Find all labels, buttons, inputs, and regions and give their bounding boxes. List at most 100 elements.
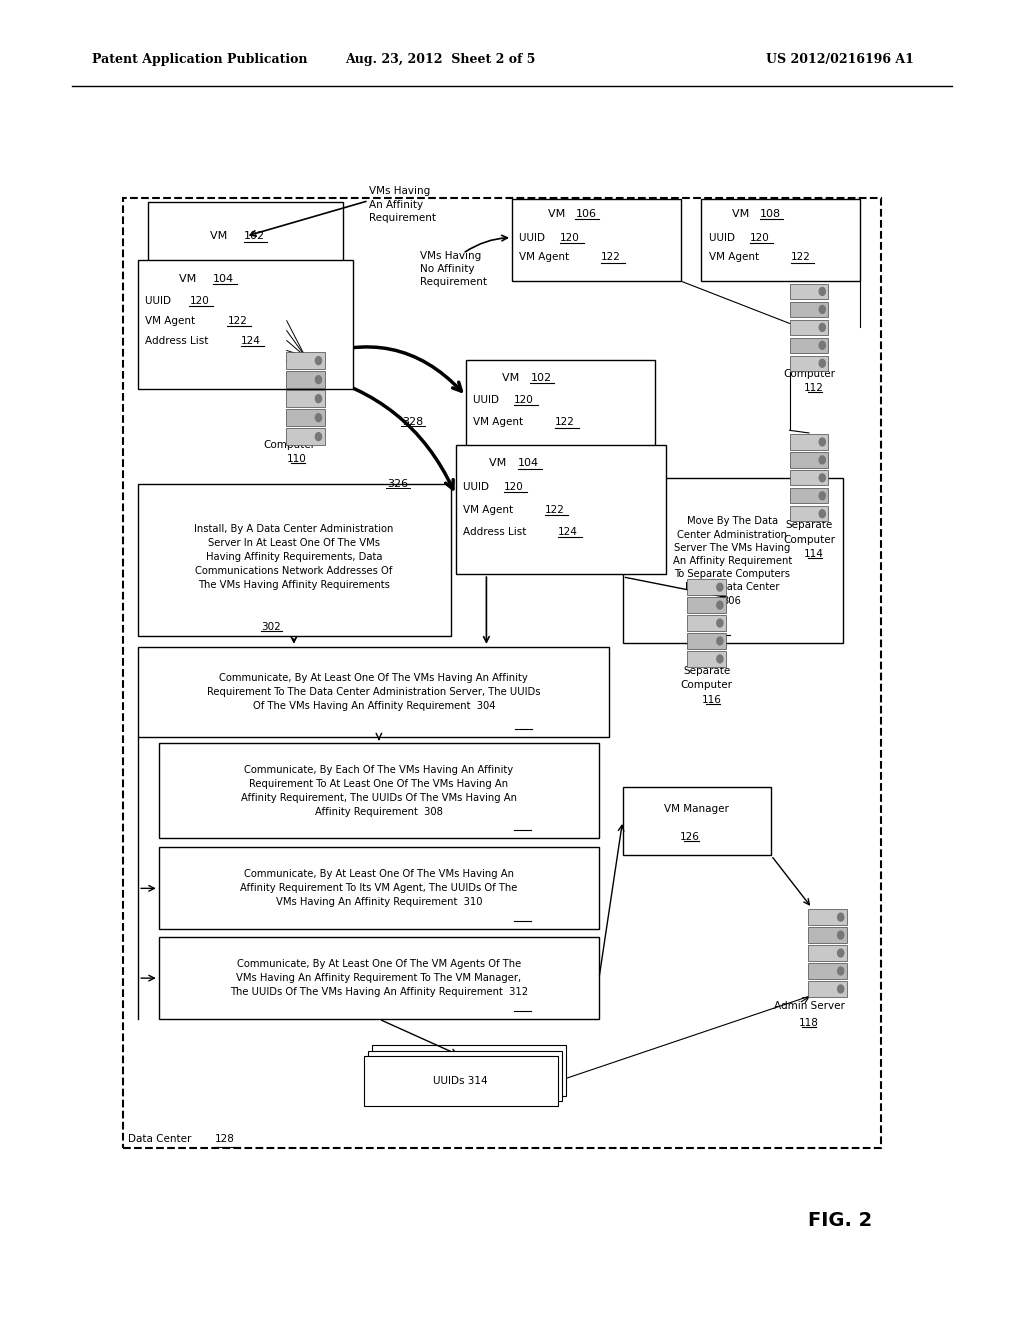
Text: Install, By A Data Center Administration
Server In At Least One Of The VMs
Havin: Install, By A Data Center Administration… (195, 524, 393, 590)
Text: 118: 118 (799, 1018, 819, 1028)
Bar (687, 651, 726, 667)
FancyBboxPatch shape (138, 647, 609, 737)
Text: Communicate, By At Least One Of The VM Agents Of The
VMs Having An Affinity Requ: Communicate, By At Least One Of The VM A… (229, 960, 528, 997)
Bar (687, 579, 726, 595)
Circle shape (838, 913, 844, 921)
Text: UUID: UUID (145, 296, 178, 306)
FancyBboxPatch shape (623, 787, 771, 855)
Bar (790, 506, 828, 521)
Text: Separate: Separate (683, 665, 730, 676)
Bar (808, 964, 847, 978)
Bar (687, 634, 726, 648)
Circle shape (717, 619, 723, 627)
Text: 124: 124 (241, 335, 260, 346)
Text: VM Agent: VM Agent (519, 252, 575, 263)
Circle shape (838, 968, 844, 975)
Text: 120: 120 (560, 232, 580, 243)
Text: 124: 124 (558, 527, 578, 537)
Text: UUID: UUID (519, 232, 552, 243)
Text: VM Agent: VM Agent (463, 504, 519, 515)
Bar (808, 928, 847, 942)
Text: 106: 106 (575, 209, 597, 219)
Text: Computer: Computer (264, 440, 315, 450)
Text: US 2012/0216196 A1: US 2012/0216196 A1 (766, 53, 913, 66)
Bar (808, 909, 847, 925)
Text: 122: 122 (601, 252, 621, 263)
Bar (808, 945, 847, 961)
FancyBboxPatch shape (701, 199, 860, 281)
Text: VM: VM (502, 372, 526, 383)
FancyBboxPatch shape (159, 743, 599, 838)
Text: Communicate, By At Least One Of The VMs Having An
Affinity Requirement To Its VM: Communicate, By At Least One Of The VMs … (241, 870, 517, 907)
FancyBboxPatch shape (148, 202, 343, 271)
Bar (286, 371, 325, 388)
Bar (790, 434, 828, 450)
Bar (687, 598, 726, 612)
Circle shape (717, 583, 723, 591)
Text: VM Agent: VM Agent (709, 252, 765, 263)
Text: 328: 328 (402, 417, 423, 428)
Circle shape (315, 356, 322, 364)
FancyBboxPatch shape (466, 360, 655, 459)
Text: VMs Having
No Affinity
Requirement: VMs Having No Affinity Requirement (420, 251, 486, 288)
Text: Address List: Address List (145, 335, 215, 346)
Circle shape (838, 985, 844, 993)
Bar (286, 352, 325, 368)
Bar (286, 429, 325, 445)
Bar (790, 355, 828, 371)
Circle shape (819, 305, 825, 313)
FancyBboxPatch shape (159, 937, 599, 1019)
Circle shape (819, 438, 825, 446)
Bar (286, 391, 325, 407)
Circle shape (819, 474, 825, 482)
FancyBboxPatch shape (159, 847, 599, 929)
Text: 110: 110 (287, 454, 307, 465)
Bar (790, 488, 828, 503)
Text: 122: 122 (791, 252, 810, 263)
Circle shape (819, 492, 825, 500)
Circle shape (819, 359, 825, 367)
Text: 114: 114 (804, 549, 824, 560)
Text: Communicate, By Each Of The VMs Having An Affinity
Requirement To At Least One O: Communicate, By Each Of The VMs Having A… (241, 764, 517, 817)
Text: UUID: UUID (473, 395, 506, 405)
FancyBboxPatch shape (512, 199, 681, 281)
FancyBboxPatch shape (456, 445, 666, 574)
Bar (790, 302, 828, 317)
Bar (808, 981, 847, 997)
Circle shape (717, 601, 723, 609)
Circle shape (315, 395, 322, 403)
Text: 128: 128 (215, 1134, 234, 1144)
Text: UUID: UUID (463, 482, 496, 492)
Circle shape (717, 655, 723, 663)
Text: Aug. 23, 2012  Sheet 2 of 5: Aug. 23, 2012 Sheet 2 of 5 (345, 53, 536, 66)
FancyBboxPatch shape (623, 478, 843, 643)
Text: VM: VM (179, 273, 204, 284)
Text: 120: 120 (750, 232, 769, 243)
Text: VM: VM (732, 209, 757, 219)
FancyBboxPatch shape (138, 260, 353, 389)
Text: Patent Application Publication: Patent Application Publication (92, 53, 307, 66)
Circle shape (838, 931, 844, 939)
Bar (790, 284, 828, 300)
Text: Computer: Computer (681, 680, 732, 690)
Text: Admin Server: Admin Server (773, 1001, 845, 1011)
Text: 120: 120 (504, 482, 523, 492)
Text: Separate: Separate (785, 520, 833, 531)
Circle shape (819, 510, 825, 517)
FancyBboxPatch shape (364, 1056, 558, 1106)
Text: 102: 102 (530, 372, 552, 383)
Text: VM Agent: VM Agent (473, 417, 529, 428)
Text: Address List: Address List (463, 527, 532, 537)
Circle shape (819, 342, 825, 350)
Text: 122: 122 (555, 417, 574, 428)
Bar (286, 409, 325, 426)
Text: 104: 104 (518, 458, 540, 469)
Text: 116: 116 (701, 694, 722, 705)
FancyBboxPatch shape (138, 484, 451, 636)
Text: 104: 104 (213, 273, 234, 284)
Text: Communicate, By At Least One Of The VMs Having An Affinity
Requirement To The Da: Communicate, By At Least One Of The VMs … (207, 673, 541, 710)
Bar (790, 470, 828, 486)
Text: UUIDs 314: UUIDs 314 (433, 1076, 488, 1086)
Text: VM Manager: VM Manager (664, 804, 729, 814)
Bar (687, 615, 726, 631)
